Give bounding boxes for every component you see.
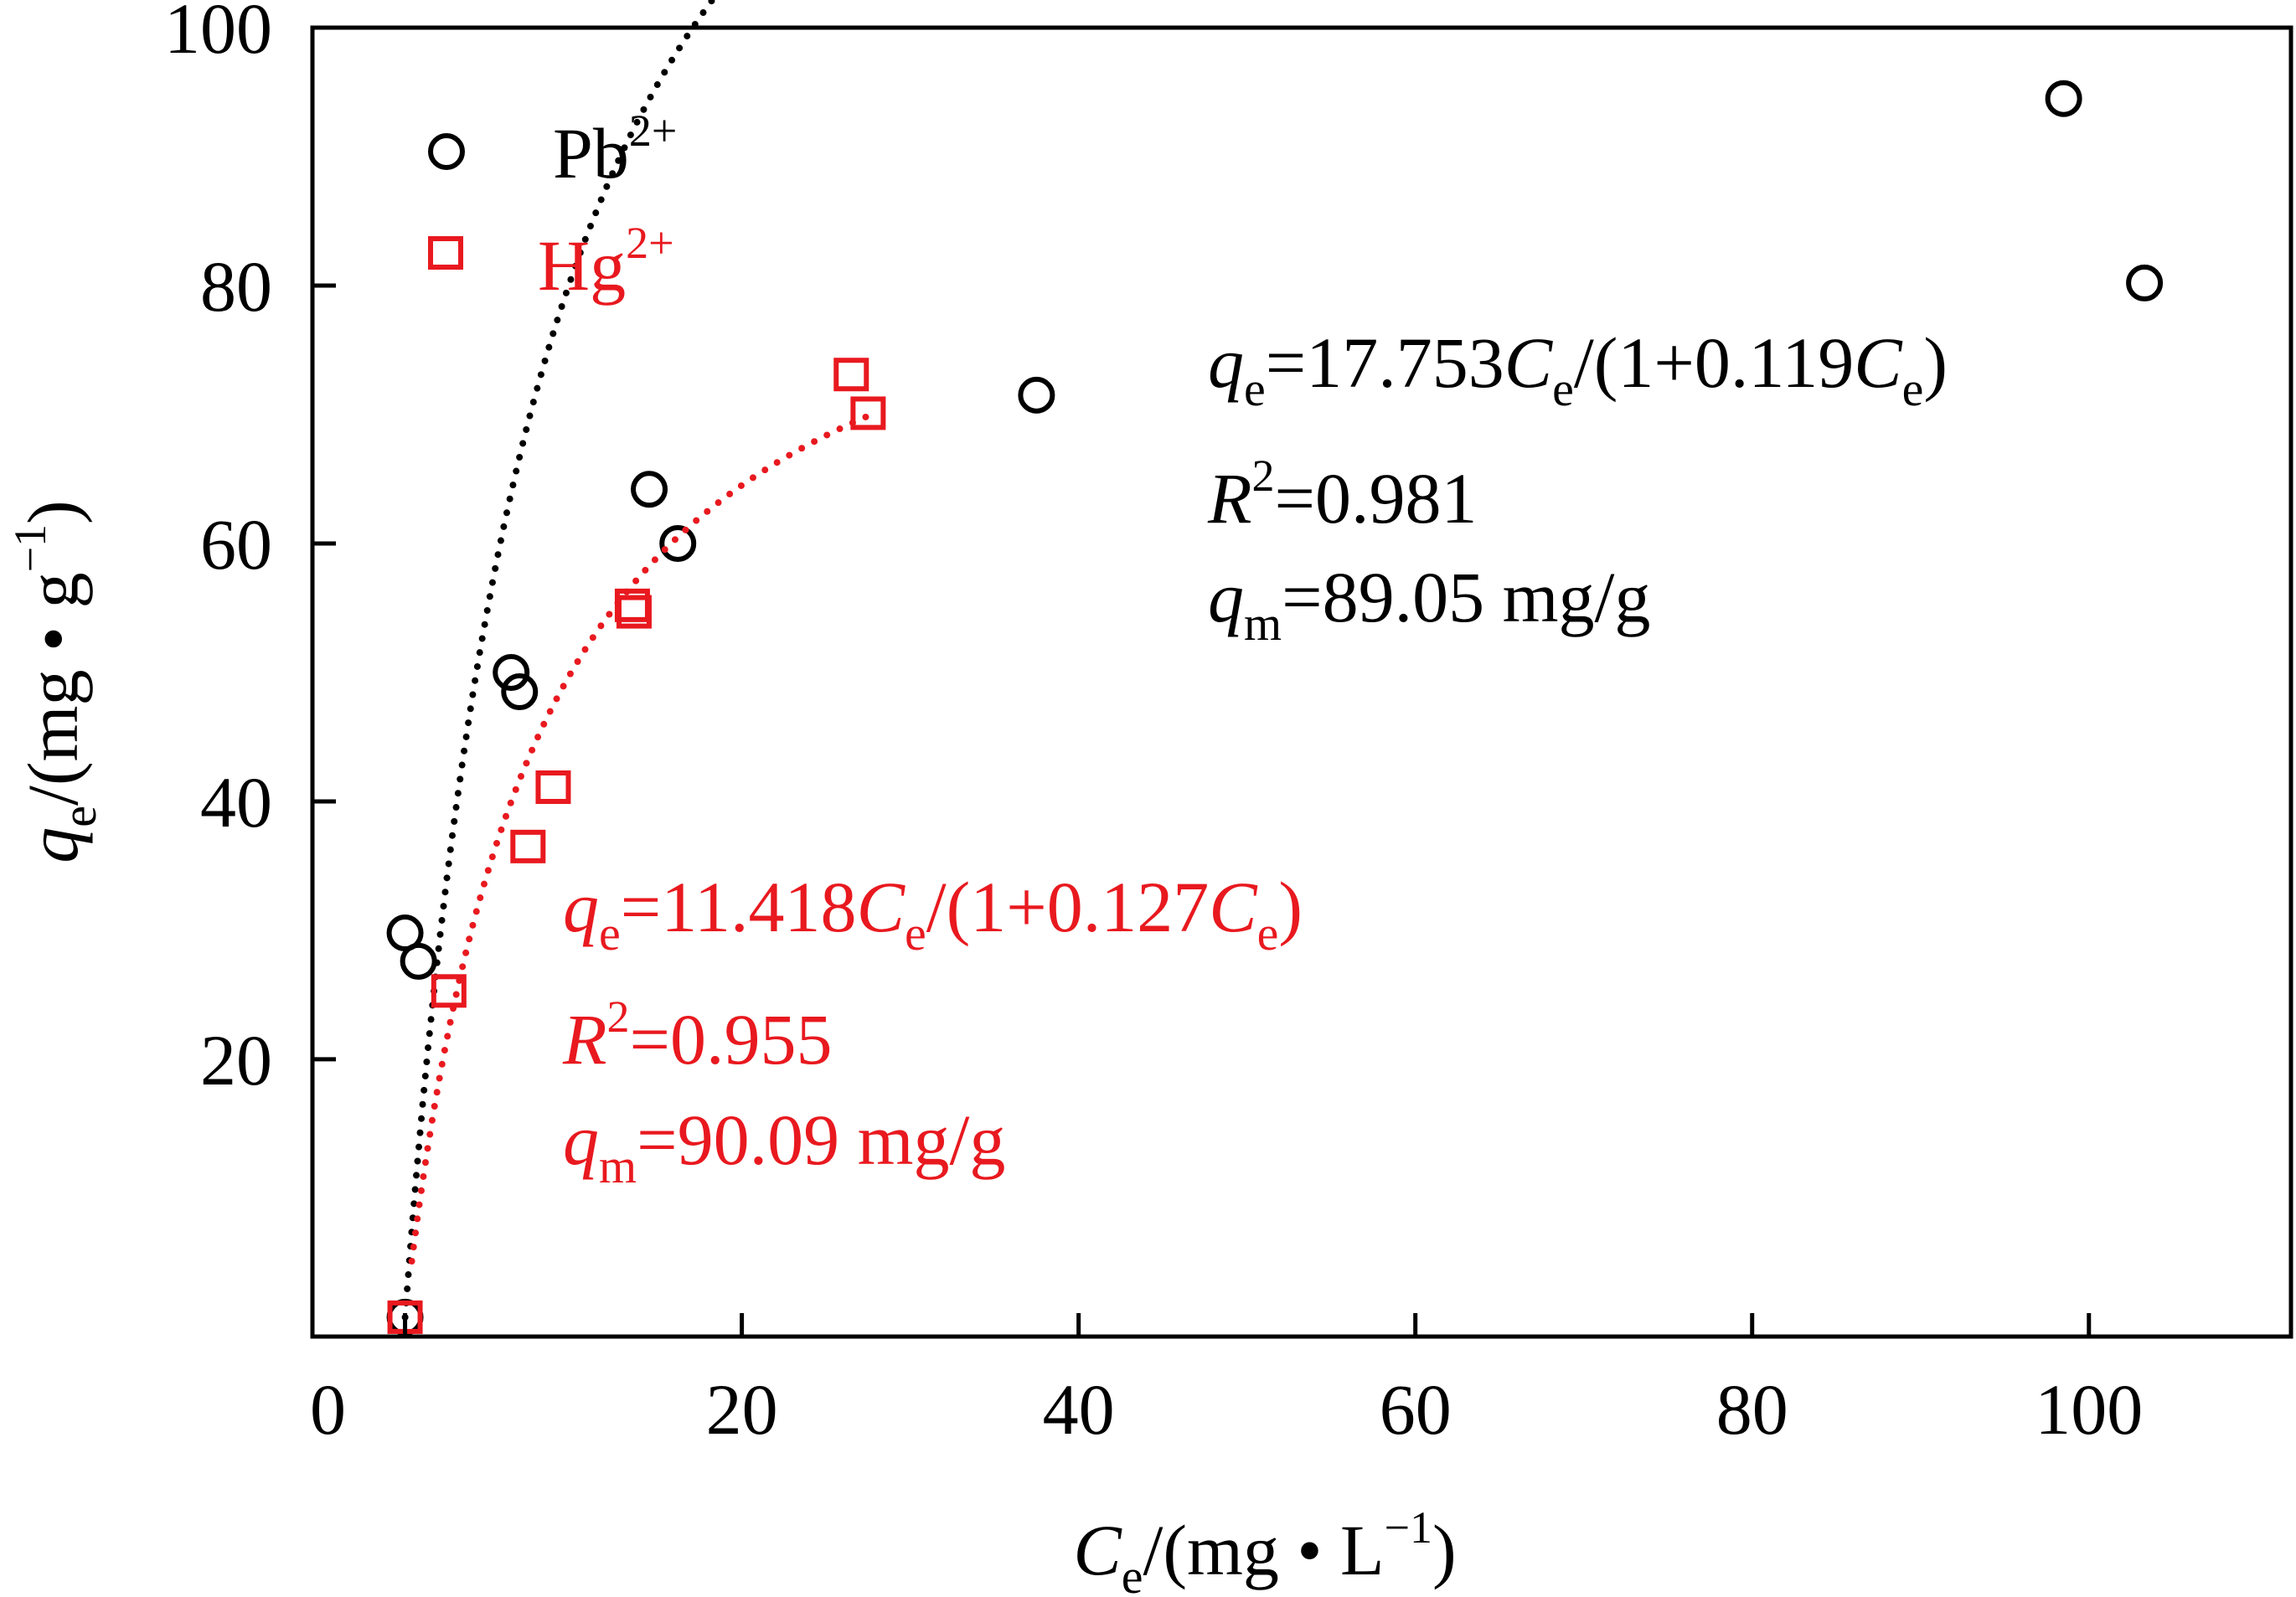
x-tick-label: 80 (1716, 1369, 1788, 1450)
pb-data-point (631, 471, 668, 508)
plot-frame (310, 25, 2293, 1339)
x-tick-label: 20 (706, 1369, 778, 1450)
pb-equation: qe=17.753Ce/(1+0.119Ce) (1208, 322, 1948, 416)
axis-layer: 20 40 60 80 100 0 20 40 60 80 100 (164, 0, 2143, 1450)
x-tick-label: 40 (1043, 1369, 1115, 1450)
hg-equation: qe=11.418Ce/(1+0.127Ce) (563, 867, 1303, 961)
hg-data-point (510, 829, 546, 863)
hg-data-point (833, 358, 869, 392)
pb-data-point (501, 673, 539, 711)
y-axis-title: qe/(mg • g−1) (5, 500, 106, 863)
hg-r-squared: R2=0.955 (562, 992, 833, 1079)
pb-data-point (659, 524, 697, 562)
y-tick-label: 40 (200, 762, 272, 842)
legend-label-pb: Pb2+ (553, 106, 677, 193)
legend: Pb2+ Hg2+ (428, 106, 677, 306)
x-tick-label: 100 (2035, 1369, 2143, 1450)
hg-data-point (431, 974, 467, 1008)
legend-marker-hg (428, 236, 463, 270)
legend-marker-pb (428, 133, 465, 170)
y-tick-label: 80 (200, 246, 272, 327)
hg-fit-curve (408, 410, 875, 1265)
pb-qm: qm=89.05 mg/g (1208, 557, 1650, 651)
pb-fit-annotation: qe=17.753Ce/(1+0.119Ce) R2=0.981 qm=89.0… (1207, 322, 1948, 651)
pb-data-point (2045, 80, 2082, 117)
hg-data-point (850, 396, 886, 430)
legend-label-hg: Hg2+ (538, 218, 674, 306)
hg-data-point (535, 770, 571, 805)
y-tick-label: 60 (200, 504, 272, 585)
pb-data-point (493, 653, 530, 691)
hg-data-point (616, 595, 652, 629)
x-tick-label: 0 (310, 1369, 346, 1450)
pb-data-point (400, 942, 437, 980)
hg-fit-annotation: qe=11.418Ce/(1+0.127Ce) R2=0.955 qm=90.0… (562, 867, 1303, 1193)
y-tick-label: 100 (164, 0, 272, 69)
series-layer (386, 0, 2164, 1336)
pb-r-squared: R2=0.981 (1207, 451, 1478, 538)
hg-qm: qm=90.09 mg/g (563, 1100, 1005, 1193)
pb-fit-curve (401, 0, 717, 1321)
pb-data-point (1018, 376, 1055, 414)
y-tick-label: 20 (200, 1020, 272, 1100)
x-axis-title: Ce/(mg • L−1) (1073, 1502, 1456, 1597)
x-tick-label: 60 (1380, 1369, 1452, 1450)
pb-data-point (2126, 264, 2164, 301)
